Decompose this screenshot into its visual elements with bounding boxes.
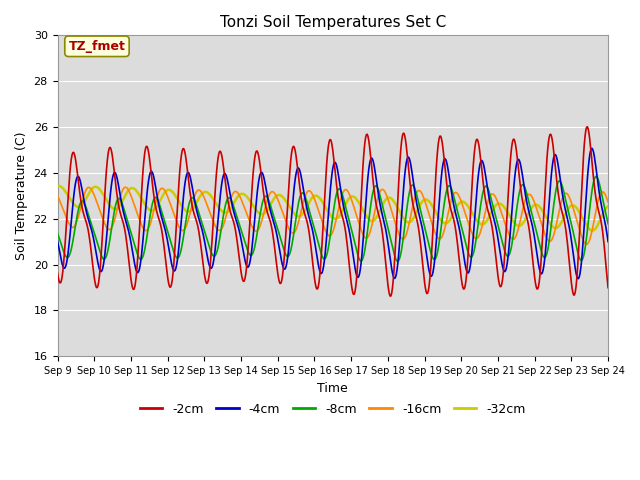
X-axis label: Time: Time [317, 382, 348, 395]
Legend: -2cm, -4cm, -8cm, -16cm, -32cm: -2cm, -4cm, -8cm, -16cm, -32cm [135, 398, 531, 420]
Text: TZ_fmet: TZ_fmet [68, 40, 125, 53]
Y-axis label: Soil Temperature (C): Soil Temperature (C) [15, 132, 28, 260]
Title: Tonzi Soil Temperatures Set C: Tonzi Soil Temperatures Set C [220, 15, 446, 30]
